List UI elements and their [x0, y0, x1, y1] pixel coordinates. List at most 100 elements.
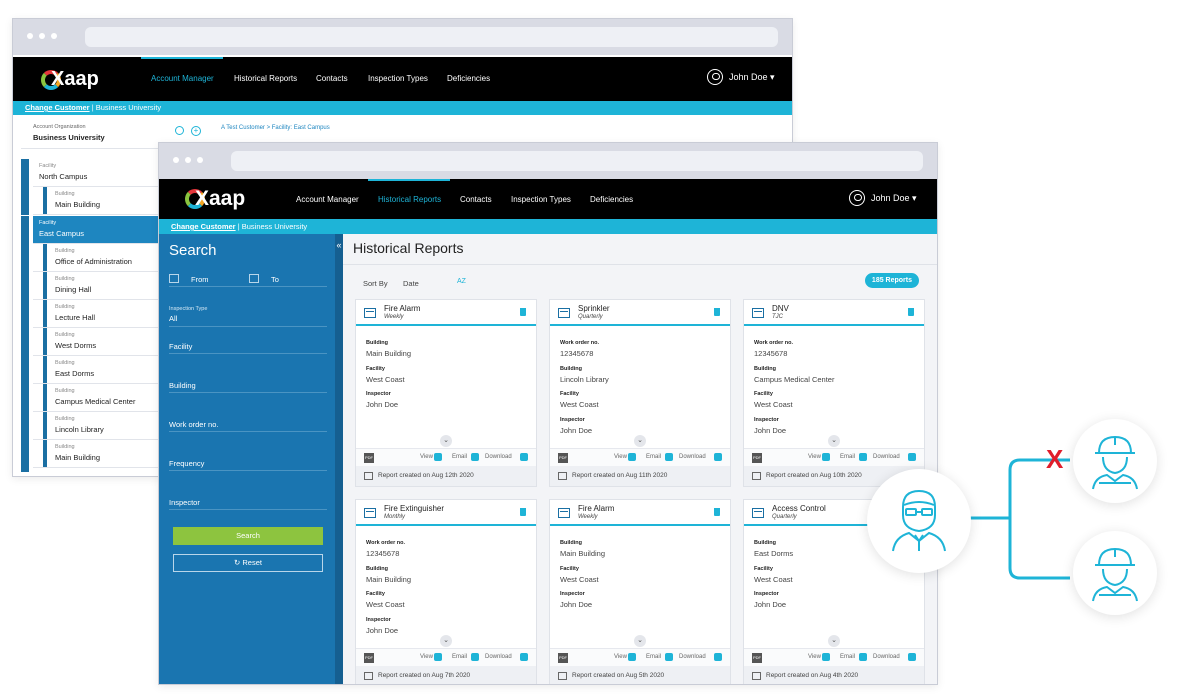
tree-collapse-bar[interactable] [21, 159, 29, 215]
breadcrumb[interactable]: A Test Customer > Facility: East Campus [221, 125, 330, 131]
view-action[interactable]: View [808, 454, 821, 460]
address-bar[interactable] [85, 27, 778, 47]
expand-chevron-icon[interactable]: ⌄ [828, 635, 840, 647]
email-action[interactable]: Email [840, 454, 856, 460]
download-icon[interactable] [520, 453, 528, 461]
trash-icon[interactable] [520, 508, 526, 516]
calendar-icon[interactable] [249, 274, 259, 283]
reset-button[interactable]: ↻ Reset [173, 554, 323, 572]
report-card[interactable]: Fire Extinguisher Monthly Work order no. 12… [355, 499, 537, 684]
tree-item[interactable]: Facility East Campus [33, 216, 171, 244]
view-action[interactable]: View [420, 654, 433, 660]
expand-chevron-icon[interactable]: ⌄ [634, 635, 646, 647]
frequency-field[interactable]: Frequency [169, 459, 205, 468]
envelope-icon[interactable] [665, 653, 673, 661]
download-action[interactable]: Download [485, 454, 512, 460]
trash-icon[interactable] [714, 308, 720, 316]
email-action[interactable]: Email [452, 454, 468, 460]
pdf-icon[interactable]: PDF [752, 653, 762, 663]
user-menu[interactable]: John Doe ▾ [729, 72, 775, 83]
user-menu[interactable]: John Doe ▾ [871, 193, 917, 204]
download-icon[interactable] [908, 653, 916, 661]
tree-item[interactable]: Building Dining Hall [33, 272, 171, 300]
report-card[interactable]: DNV TJC Work order no. 12345678 Building Camp… [743, 299, 925, 487]
add-icon[interactable]: + [191, 126, 201, 136]
xaap-logo[interactable]: Xaap [185, 185, 265, 213]
envelope-icon[interactable] [471, 653, 479, 661]
view-action[interactable]: View [420, 454, 433, 460]
inspector-field[interactable]: Inspector [169, 498, 200, 507]
eye-icon[interactable] [822, 453, 830, 461]
view-action[interactable]: View [614, 654, 627, 660]
collapse-panel-button[interactable]: « [335, 234, 343, 684]
download-icon[interactable] [714, 653, 722, 661]
download-action[interactable]: Download [485, 654, 512, 660]
nav-historical-reports[interactable]: Historical Reports [234, 74, 298, 83]
nav-inspection-types[interactable]: Inspection Types [511, 195, 571, 204]
tree-item[interactable]: Building Office of Administration [33, 244, 171, 272]
trash-icon[interactable] [520, 308, 526, 316]
envelope-icon[interactable] [859, 653, 867, 661]
envelope-icon[interactable] [665, 453, 673, 461]
inspection-type-select[interactable]: All [169, 314, 178, 323]
tree-item[interactable]: Building East Dorms [33, 356, 171, 384]
tree-item[interactable]: Building West Dorms [33, 328, 171, 356]
expand-chevron-icon[interactable]: ⌄ [440, 435, 452, 447]
download-action[interactable]: Download [679, 654, 706, 660]
sort-az-option[interactable]: AZ [457, 278, 466, 285]
to-date-field[interactable]: To [271, 275, 279, 284]
pdf-icon[interactable]: PDF [364, 653, 374, 663]
sort-date-option[interactable]: Date [403, 279, 419, 288]
nav-deficiencies[interactable]: Deficiencies [590, 195, 634, 204]
search-button[interactable]: Search [173, 527, 323, 545]
download-action[interactable]: Download [873, 654, 900, 660]
nav-deficiencies[interactable]: Deficiencies [447, 74, 491, 83]
email-action[interactable]: Email [646, 454, 662, 460]
tree-item[interactable]: Building Main Building [33, 187, 171, 215]
tree-item[interactable]: Building Lecture Hall [33, 300, 171, 328]
pdf-icon[interactable]: PDF [364, 453, 374, 463]
eye-icon[interactable] [434, 453, 442, 461]
from-date-field[interactable]: From [191, 275, 209, 284]
envelope-icon[interactable] [471, 453, 479, 461]
email-action[interactable]: Email [452, 654, 468, 660]
tree-item[interactable]: Building Campus Medical Center [33, 384, 171, 412]
tree-item[interactable]: Facility North Campus [33, 159, 171, 187]
nav-account-manager[interactable]: Account Manager [296, 195, 359, 204]
eye-icon[interactable] [628, 453, 636, 461]
tree-collapse-bar[interactable] [21, 216, 29, 472]
building-field[interactable]: Building [169, 381, 196, 390]
eye-icon[interactable] [628, 653, 636, 661]
nav-contacts[interactable]: Contacts [460, 195, 492, 204]
download-action[interactable]: Download [679, 454, 706, 460]
download-icon[interactable] [908, 453, 916, 461]
calendar-icon[interactable] [169, 274, 179, 283]
report-card[interactable]: Sprinkler Quarterly Work order no. 12345678… [549, 299, 731, 487]
email-action[interactable]: Email [840, 654, 856, 660]
download-icon[interactable] [714, 453, 722, 461]
view-action[interactable]: View [614, 454, 627, 460]
expand-chevron-icon[interactable]: ⌄ [828, 435, 840, 447]
nav-inspection-types[interactable]: Inspection Types [368, 74, 428, 83]
view-action[interactable]: View [808, 654, 821, 660]
pdf-icon[interactable]: PDF [558, 653, 568, 663]
expand-chevron-icon[interactable]: ⌄ [440, 635, 452, 647]
change-customer-link[interactable]: Change Customer [25, 103, 90, 112]
report-card[interactable]: Fire Alarm Weekly Building Main Building Fac… [549, 499, 731, 684]
tree-item[interactable]: Building Main Building [33, 440, 171, 468]
trash-icon[interactable] [714, 508, 720, 516]
expand-chevron-icon[interactable]: ⌄ [634, 435, 646, 447]
tree-item[interactable]: Building Lincoln Library [33, 412, 171, 440]
change-customer-link[interactable]: Change Customer [171, 222, 236, 231]
facility-field[interactable]: Facility [169, 342, 193, 351]
pdf-icon[interactable]: PDF [752, 453, 762, 463]
nav-contacts[interactable]: Contacts [316, 74, 348, 83]
eye-icon[interactable] [822, 653, 830, 661]
download-action[interactable]: Download [873, 454, 900, 460]
report-card[interactable]: Fire Alarm Weekly Building Main Building Fac… [355, 299, 537, 487]
email-action[interactable]: Email [646, 654, 662, 660]
download-icon[interactable] [520, 653, 528, 661]
address-bar[interactable] [231, 151, 923, 171]
envelope-icon[interactable] [859, 453, 867, 461]
work-order-field[interactable]: Work order no. [169, 420, 219, 429]
